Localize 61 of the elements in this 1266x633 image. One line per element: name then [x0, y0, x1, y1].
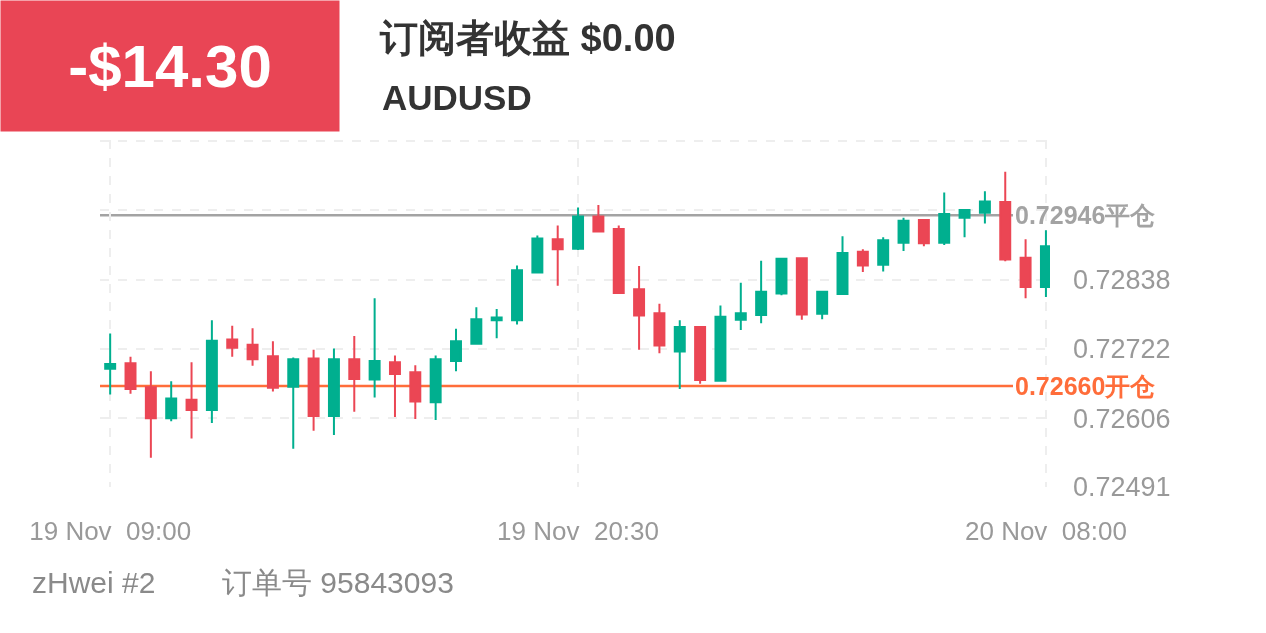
candlestick	[388, 354, 401, 419]
candlestick	[266, 340, 279, 393]
candlestick	[165, 380, 178, 423]
candlestick	[470, 306, 483, 346]
candlestick	[205, 319, 218, 425]
y-tick-label: 0.72491	[1073, 472, 1171, 503]
candlestick	[490, 308, 503, 340]
y-tick-label: 0.72722	[1073, 334, 1171, 365]
candlestick	[1019, 238, 1032, 300]
candlestick	[775, 257, 788, 297]
candlestick	[531, 234, 544, 275]
candlestick	[653, 302, 666, 355]
y-tick-label: 0.72838	[1073, 265, 1171, 296]
candlestick	[246, 327, 259, 367]
candlestick	[734, 281, 747, 331]
candlestick	[185, 361, 198, 440]
candlestick	[938, 191, 951, 247]
x-tick-label: 19 Nov 09:00	[29, 516, 192, 546]
candlestick	[917, 218, 930, 248]
candlestick	[287, 356, 300, 450]
candlestick	[755, 259, 768, 325]
ref-line-label: 0.72946平仓	[1015, 201, 1156, 229]
candlestick	[226, 324, 239, 358]
candlestick	[551, 224, 564, 287]
candlestick	[348, 334, 361, 413]
candlestick	[327, 347, 340, 437]
ref-line-label: 0.72660开仓	[1015, 372, 1156, 400]
x-tick-label: 19 Nov 20:30	[497, 516, 659, 546]
candlestick	[511, 264, 524, 326]
candlestick	[368, 297, 381, 399]
candlestick	[714, 304, 727, 383]
candlestick	[897, 216, 910, 253]
candlestick	[958, 208, 971, 239]
candlestick	[124, 355, 137, 395]
text: zHwei #2	[32, 566, 156, 599]
candlestick	[836, 235, 849, 296]
candlestick	[1039, 229, 1050, 299]
candlestick	[612, 224, 625, 295]
text: 订单号 95843093	[222, 566, 454, 599]
candlestick	[694, 325, 707, 385]
candlestick	[978, 190, 991, 225]
chart-title: 订阅者收益 $0.00	[379, 17, 676, 60]
candlestick	[816, 290, 829, 321]
candlestick	[307, 348, 320, 432]
candlestick	[450, 327, 462, 373]
candlestick	[409, 364, 422, 420]
x-tick-label: 20 Nov 08:00	[964, 516, 1127, 546]
candlestick	[144, 370, 157, 459]
candlestick	[877, 236, 890, 273]
candlestick	[795, 256, 808, 321]
candlestick	[592, 204, 605, 233]
candlestick	[673, 319, 686, 391]
y-tick-label: 0.72606	[1073, 403, 1171, 434]
candlestick	[104, 332, 117, 396]
text: -$14.30	[68, 32, 272, 100]
candlestick	[429, 354, 442, 422]
candlestick	[572, 206, 585, 251]
candlestick	[633, 265, 646, 351]
candlestick	[999, 170, 1012, 263]
chart-subtitle: AUDUSD	[382, 78, 532, 117]
candlestick	[856, 248, 869, 273]
